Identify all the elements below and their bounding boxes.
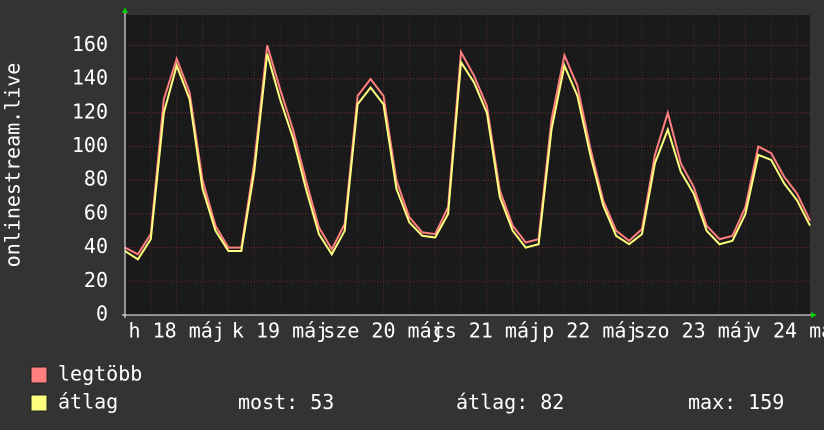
lines xyxy=(124,45,811,261)
legend-swatch xyxy=(30,366,48,384)
y-tick-label: 60 xyxy=(84,200,108,224)
stat: max: 159 xyxy=(688,390,784,414)
series-line xyxy=(124,45,811,256)
x-tick-label: h 18 máj xyxy=(129,319,225,343)
stat-label: átlag: xyxy=(456,390,528,414)
legend-label: legtöbb xyxy=(58,362,142,386)
stat-value: 82 xyxy=(540,390,564,414)
y-tick-label: 160 xyxy=(72,32,108,56)
legend-swatch xyxy=(30,394,48,412)
y-tick-label: 100 xyxy=(72,133,108,157)
y-tick-label: 20 xyxy=(84,268,108,292)
stat-value: 53 xyxy=(310,390,334,414)
x-tick-label: sze 20 máj xyxy=(323,319,443,343)
x-tick-label: szo 23 máj xyxy=(633,319,753,343)
plot-area xyxy=(125,15,810,315)
y-axis-label: onlinestream.live xyxy=(1,63,25,268)
labels: 0 20 40 60 80 100 120 140 160 h 18 máj k 19 májsze… xyxy=(30,32,824,414)
x-tick-label: p 22 máj xyxy=(542,319,638,343)
x-tick-label: k 19 máj xyxy=(232,319,328,343)
stat: átlag: 82 xyxy=(456,390,564,414)
y-arrow xyxy=(122,7,128,13)
x-tick-label: v 24 máj xyxy=(749,319,824,343)
y-tick-label: 0 xyxy=(96,302,108,326)
y-tick-label: 80 xyxy=(84,167,108,191)
stat-label: most: xyxy=(238,390,298,414)
stat-value: 159 xyxy=(748,390,784,414)
stat-label: max: xyxy=(688,390,736,414)
series-line xyxy=(124,53,811,261)
y-tick-label: 140 xyxy=(72,66,108,90)
stat: most: 53 xyxy=(238,390,334,414)
y-tick-label: 120 xyxy=(72,99,108,123)
x-arrow xyxy=(811,312,817,318)
y-tick-label: 40 xyxy=(84,234,108,258)
x-tick-label: cs 21 máj xyxy=(433,319,541,343)
legend-label: átlag xyxy=(58,390,118,414)
